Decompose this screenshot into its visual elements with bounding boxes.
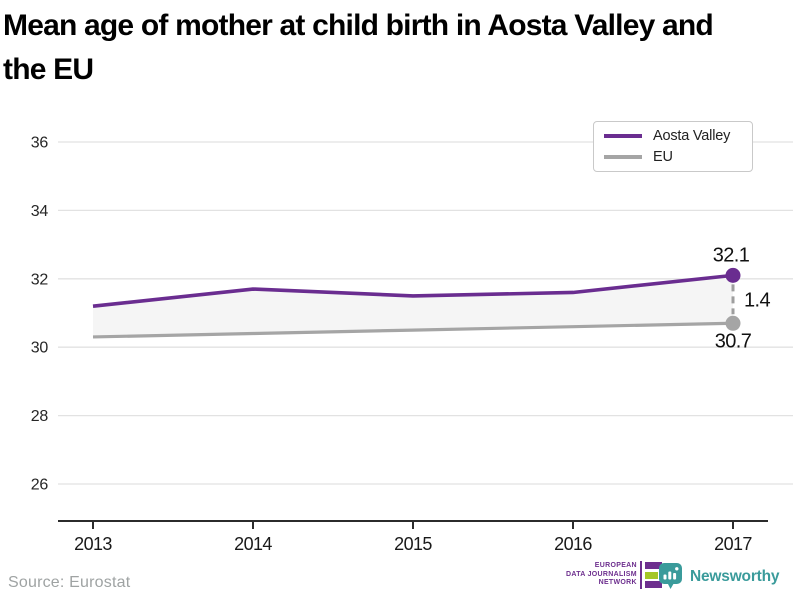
y-axis-tick-label: 34 <box>31 203 49 220</box>
aosta-valley-line-swatch <box>604 134 642 139</box>
eu-line <box>92 321 734 339</box>
x-axis-tick-label: 2013 <box>74 534 112 554</box>
edjn-logo: EUROPEAN DATA JOURNALISM NETWORK <box>566 561 663 589</box>
difference-value-label: 1.4 <box>744 289 770 311</box>
edjn-bar-purple-bottom <box>645 581 663 588</box>
legend-label: EU <box>653 148 673 165</box>
edjn-bar-green-middle <box>645 571 659 579</box>
edjn-bar-purple-top <box>645 562 663 569</box>
aosta-valley-value-label: 32.1 <box>713 244 750 266</box>
chart-title: Mean age of mother at child birth in Aos… <box>3 9 714 86</box>
edjn-line-2: DATA JOURNALISM <box>566 570 637 578</box>
y-axis-tick-label: 28 <box>31 408 49 425</box>
edjn-logo-text: EUROPEAN DATA JOURNALISM NETWORK <box>566 562 637 588</box>
legend-item-aosta-valley: Aosta Valley <box>604 128 742 144</box>
legend-item-eu: EU <box>604 149 742 165</box>
legend-box: Aosta Valley EU <box>593 121 753 172</box>
legend-label: Aosta Valley <box>653 128 731 145</box>
aosta-valley-line <box>92 273 734 308</box>
y-axis-tick-label: 36 <box>31 135 49 152</box>
x-axis-tick-label: 2016 <box>554 534 592 554</box>
edjn-line-3: NETWORK <box>598 579 637 587</box>
x-axis-tick-label: 2015 <box>394 534 432 554</box>
eu-line-swatch <box>604 154 642 159</box>
eu-end-dot <box>725 315 741 331</box>
edjn-logo-divider <box>639 561 643 589</box>
x-axis-tick-label: 2017 <box>714 534 752 554</box>
edjn-logo-bars-icon <box>645 562 663 588</box>
source-note: Source: Eurostat <box>8 574 131 591</box>
newsworthy-logo: Newsworthy <box>659 563 780 590</box>
y-axis-tick-label: 26 <box>31 477 49 494</box>
y-axis-tick-label: 32 <box>31 271 49 288</box>
edjn-line-1: EUROPEAN <box>594 562 637 570</box>
newsworthy-speech-bubble-chart-icon <box>659 563 682 589</box>
eu-value-label: 30.7 <box>715 330 752 352</box>
newsworthy-wordmark: Newsworthy <box>690 567 780 585</box>
y-axis-tick-label: 30 <box>31 340 49 357</box>
x-axis-tick-label: 2014 <box>234 534 272 554</box>
aosta-valley-end-dot <box>725 267 741 283</box>
